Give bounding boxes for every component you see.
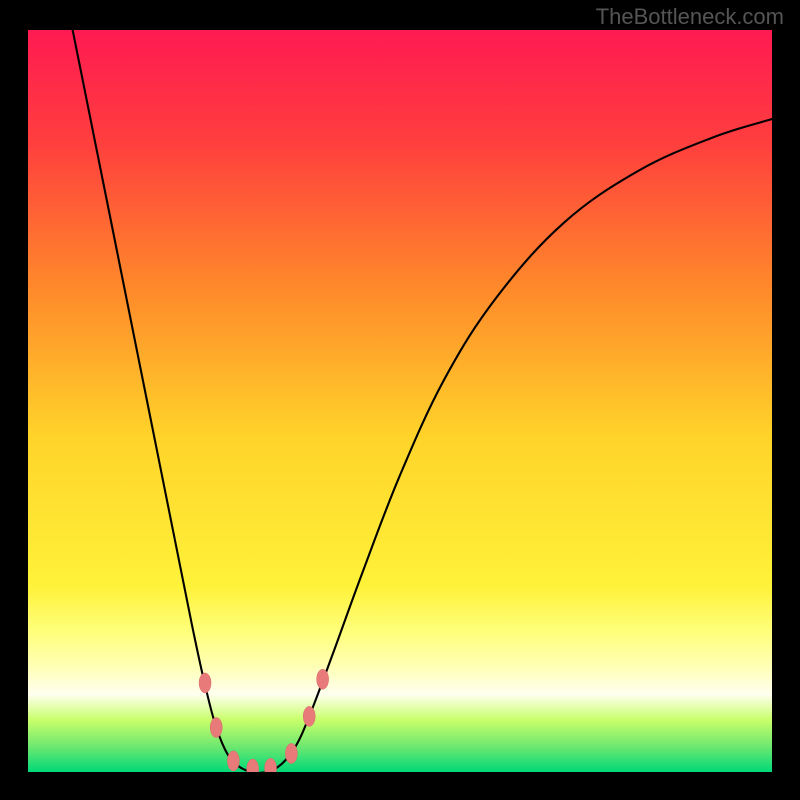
gradient-background [28,30,772,772]
highlight-marker [199,673,211,693]
highlight-marker [317,669,329,689]
chart-container [28,30,772,772]
bottleneck-chart [28,30,772,772]
highlight-marker [210,717,222,737]
watermark-text: TheBottleneck.com [596,4,784,30]
highlight-marker [303,706,315,726]
highlight-marker [227,751,239,771]
highlight-marker [285,743,297,763]
